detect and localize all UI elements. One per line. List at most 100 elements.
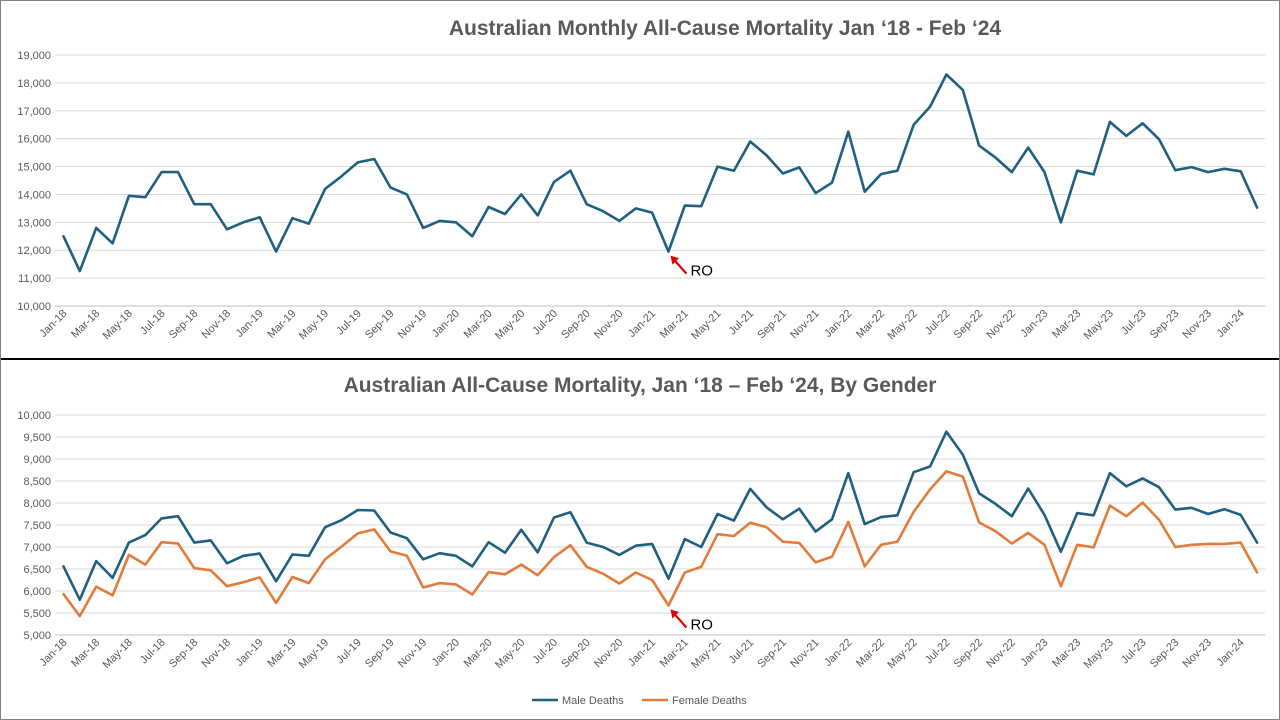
x-tick-label: Jan-20	[430, 308, 462, 340]
chart-title: Australian Monthly All-Cause Mortality J…	[449, 17, 1002, 40]
x-tick-label: May-19	[297, 637, 331, 671]
x-tick-label: Sep-20	[559, 308, 593, 342]
x-tick-label: May-20	[493, 308, 527, 342]
y-tick-label: 5,000	[23, 630, 51, 642]
x-tick-label: Sep-23	[1148, 308, 1182, 342]
panel-divider	[0, 358, 1280, 360]
x-tick-label: Mar-20	[462, 308, 495, 341]
x-tick-label: Nov-19	[396, 308, 430, 342]
series-line-male-deaths	[62, 430, 1259, 602]
x-tick-label: Mar-21	[658, 637, 691, 670]
x-tick-label: Jul-18	[138, 308, 168, 338]
x-tick-label: Nov-22	[984, 308, 1018, 342]
x-tick-label: May-23	[1082, 308, 1116, 342]
legend-label-female: Female Deaths	[672, 695, 747, 707]
x-tick-label: Nov-19	[396, 637, 430, 671]
y-tick-label: 9,500	[23, 432, 51, 444]
y-tick-label: 5,500	[23, 608, 51, 620]
x-tick-label: Nov-21	[788, 308, 822, 342]
x-tick-label: Sep-19	[363, 308, 397, 342]
x-tick-label: Sep-18	[167, 308, 201, 342]
x-tick-label: Sep-23	[1148, 637, 1182, 671]
x-tick-label: Nov-23	[1181, 308, 1215, 342]
chart-title: Australian All-Cause Mortality, Jan ‘18 …	[344, 374, 937, 397]
x-tick-label: Jul-19	[334, 308, 364, 338]
x-tick-label: Jan-21	[626, 637, 658, 669]
y-tick-label: 10,000	[17, 410, 51, 422]
y-tick-label: 19,000	[17, 50, 51, 62]
x-tick-label: Jul-23	[1119, 308, 1149, 338]
x-tick-label: Sep-22	[952, 308, 986, 342]
x-tick-label: May-21	[689, 637, 723, 671]
legend-label-male: Male Deaths	[562, 695, 624, 707]
y-tick-label: 7,500	[23, 520, 51, 532]
x-tick-label: Jan-22	[822, 637, 854, 669]
x-tick-label: Mar-22	[854, 308, 887, 341]
x-tick-label: Mar-23	[1050, 637, 1083, 670]
x-tick-label: Mar-19	[265, 637, 298, 670]
chart-panel-bottom: Australian All-Cause Mortality, Jan ‘18 …	[0, 360, 1280, 720]
y-tick-label: 8,500	[23, 476, 51, 488]
x-tick-label: May-23	[1082, 637, 1116, 671]
x-tick-label: Sep-21	[755, 308, 789, 342]
x-tick-label: Jul-22	[923, 637, 953, 667]
mortality-by-gender-chart: Australian All-Cause Mortality, Jan ‘18 …	[17, 374, 1266, 707]
x-tick-label: Jan-22	[822, 308, 854, 340]
x-tick-label: Jul-20	[530, 308, 560, 338]
annotation-arrow	[672, 258, 688, 275]
legend: Male Deaths Female Deaths	[532, 695, 747, 707]
x-tick-label: May-19	[297, 308, 331, 342]
x-tick-label: Jan-23	[1018, 637, 1050, 669]
x-tick-label: Mar-19	[265, 308, 298, 341]
x-tick-label: Jul-18	[138, 637, 168, 667]
y-tick-label: 8,000	[23, 498, 51, 510]
x-tick-label: Mar-21	[658, 308, 691, 341]
x-tick-label: Nov-21	[788, 637, 822, 671]
series-line-female-deaths	[62, 470, 1259, 618]
x-tick-label: Jan-19	[234, 308, 266, 340]
annotation-arrowhead	[670, 609, 679, 619]
x-tick-label: Nov-20	[592, 308, 626, 342]
x-tick-label: Mar-18	[69, 308, 102, 341]
y-tick-label: 10,000	[17, 301, 51, 313]
y-tick-label: 11,000	[18, 273, 51, 285]
x-tick-label: Nov-20	[592, 637, 626, 671]
mortality-total-chart: Australian Monthly All-Cause Mortality J…	[17, 17, 1266, 342]
chart-panel-top: Australian Monthly All-Cause Mortality J…	[17, 17, 1266, 342]
x-tick-label: May-20	[493, 637, 527, 671]
x-tick-label: May-22	[885, 637, 919, 671]
y-tick-label: 16,000	[17, 134, 51, 146]
x-tick-label: Jul-21	[727, 637, 757, 667]
x-tick-label: Mar-22	[854, 637, 887, 670]
x-tick-label: May-21	[689, 308, 723, 342]
annotation-arrowhead	[670, 255, 679, 265]
x-tick-label: Jul-21	[727, 308, 757, 338]
annotation-arrow	[672, 612, 688, 629]
x-tick-label: May-18	[101, 308, 135, 342]
y-tick-label: 15,000	[17, 162, 51, 174]
y-tick-label: 17,000	[17, 106, 51, 118]
x-tick-label: Sep-21	[755, 637, 789, 671]
x-tick-label: Mar-20	[462, 637, 495, 670]
x-tick-label: Jul-19	[334, 637, 364, 667]
x-tick-label: Jan-20	[430, 637, 462, 669]
x-tick-label: Sep-22	[952, 637, 986, 671]
annotation-label: RO	[690, 263, 713, 280]
x-tick-label: May-18	[101, 637, 135, 671]
x-tick-label: Mar-18	[69, 637, 102, 670]
y-tick-label: 14,000	[17, 189, 51, 201]
x-tick-label: Sep-20	[559, 637, 593, 671]
y-tick-label: 12,000	[17, 245, 51, 257]
x-tick-label: Nov-22	[984, 637, 1018, 671]
x-tick-label: Sep-18	[167, 637, 201, 671]
y-tick-label: 13,000	[17, 217, 51, 229]
x-tick-label: Nov-18	[200, 308, 234, 342]
x-tick-label: Jul-22	[923, 308, 953, 338]
x-tick-label: Jan-24	[1215, 308, 1247, 340]
x-tick-label: Nov-23	[1181, 637, 1215, 671]
x-tick-label: Jan-19	[234, 637, 266, 669]
y-tick-label: 6,500	[23, 564, 51, 576]
x-tick-label: Sep-19	[363, 637, 397, 671]
y-tick-label: 7,000	[23, 542, 51, 554]
series-line-series-0	[62, 73, 1259, 273]
